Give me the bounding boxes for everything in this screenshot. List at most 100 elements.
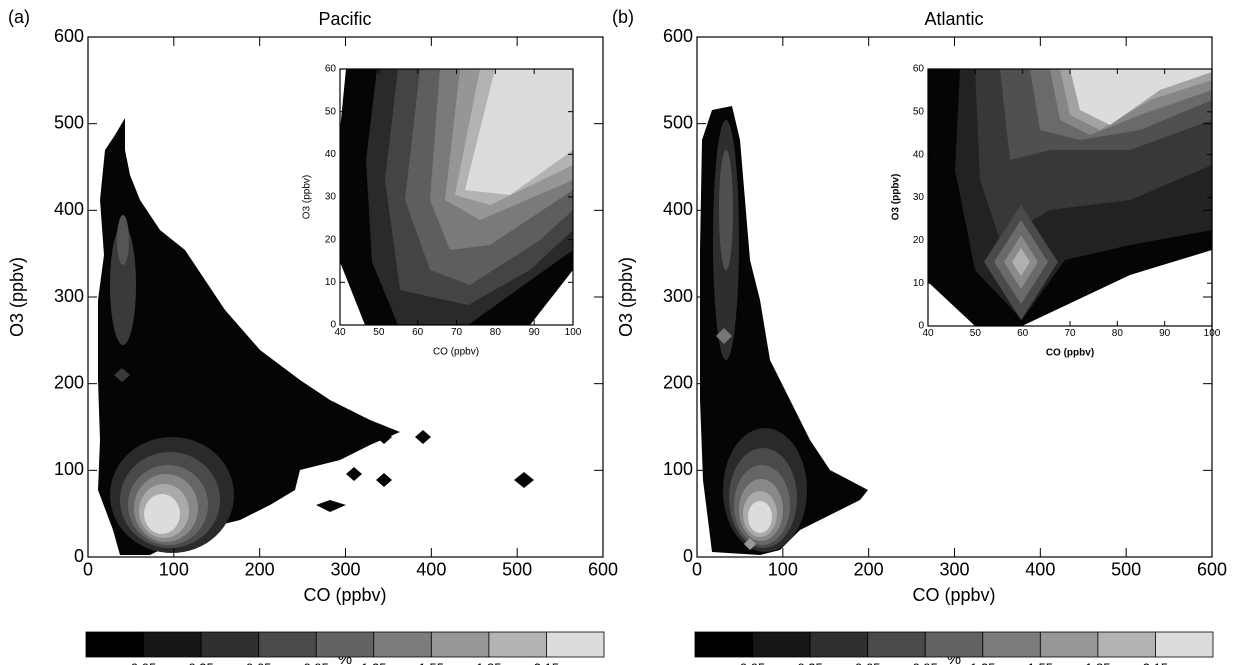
x-tick-label: 100 (565, 327, 582, 338)
x-tick-label: 600 (1197, 559, 1227, 579)
y-tick-label: 50 (325, 106, 337, 117)
y-tick-label: 40 (913, 149, 925, 160)
colorbar-tick-label: 0.65 (855, 660, 880, 665)
x-tick-label: 80 (490, 327, 502, 338)
colorbar-tick-label: 1.25 (361, 660, 386, 665)
y-tick-label: 20 (325, 234, 337, 245)
x-tick-label: 0 (83, 559, 93, 579)
colorbar-tick-label: 0.05 (740, 660, 765, 665)
y-tick-label: 400 (663, 199, 693, 219)
x-tick-label: 300 (330, 559, 360, 579)
x-tick-label: 90 (529, 327, 541, 338)
colorbar-tick-label: 0.65 (246, 660, 271, 665)
panel-label: (a) (8, 7, 30, 27)
colorbar-segment (982, 631, 1041, 658)
x-tick-label: 50 (970, 328, 982, 339)
colorbar-segment (200, 631, 260, 658)
colorbar-segment (85, 631, 144, 658)
x-tick-label: 60 (1017, 328, 1029, 339)
colorbar-tick-label: 2.15 (534, 660, 559, 665)
x-tick-label: 100 (1204, 328, 1221, 339)
y-tick-label: 30 (325, 192, 337, 203)
y-tick-label: 60 (325, 64, 337, 75)
contour-a (98, 118, 534, 555)
contour-b (700, 106, 868, 555)
colorbar-tick-label: 0.35 (188, 660, 213, 665)
colorbar-segment (924, 631, 984, 658)
x-tick-label: 40 (922, 328, 934, 339)
colorbar-segment (867, 631, 926, 658)
x-tick-label: 70 (1064, 328, 1076, 339)
x-tick-label: 80 (1112, 328, 1124, 339)
colorbar-tick-label: 1.85 (1085, 660, 1110, 665)
x-tick-label: 600 (588, 559, 618, 579)
x-tick-label: 0 (692, 559, 702, 579)
chart-title: Atlantic (924, 9, 983, 29)
x-tick-label: 400 (416, 559, 446, 579)
y-tick-label: 200 (54, 372, 84, 392)
y-tick-label: 300 (663, 286, 693, 306)
y-axis-label: O3 (ppbv) (616, 257, 636, 337)
y-tick-label: 40 (325, 149, 337, 160)
y-tick-label: 30 (913, 192, 925, 203)
y-tick-label: 600 (663, 26, 693, 46)
x-tick-label: 400 (1025, 559, 1055, 579)
colorbar-segment (315, 631, 375, 658)
colorbar-tick-label: 0.95 (304, 660, 329, 665)
x-tick-label: 40 (334, 327, 346, 338)
colorbar-segment (1039, 631, 1099, 658)
colorbar-segment (694, 631, 753, 658)
y-tick-label: 100 (54, 459, 84, 479)
colorbar-tick-label: 1.25 (970, 660, 995, 665)
colorbar-tick-label: 1.55 (1028, 660, 1053, 665)
y-axis-label: O3 (ppbv) (7, 257, 27, 337)
colorbar-segment (752, 631, 811, 658)
y-tick-label: 20 (913, 235, 925, 246)
x-tick-label: 200 (854, 559, 884, 579)
x-tick-label: 200 (245, 559, 275, 579)
y-tick-label: 0 (683, 546, 693, 566)
inset-y-label: O3 (ppbv) (891, 174, 902, 221)
y-tick-label: 60 (913, 64, 925, 75)
inset-y-label: O3 (ppbv) (302, 175, 313, 219)
colorbar-tick-label: 0.35 (797, 660, 822, 665)
x-tick-label: 500 (1111, 559, 1141, 579)
y-tick-label: 0 (918, 321, 924, 332)
colorbar-segment (430, 631, 490, 658)
colorbar-segment (1155, 631, 1214, 658)
colorbar-tick-label: 1.85 (476, 660, 501, 665)
y-tick-label: 600 (54, 26, 84, 46)
colorbar-tick-label: 1.55 (419, 660, 444, 665)
y-tick-label: 500 (54, 112, 84, 132)
x-tick-label: 90 (1159, 328, 1171, 339)
colorbar-segment (373, 631, 432, 658)
colorbar-segment (546, 631, 605, 658)
x-tick-label: 500 (502, 559, 532, 579)
x-tick-label: 60 (412, 327, 424, 338)
colorbar-segment (488, 631, 547, 658)
panel-label: (b) (612, 7, 634, 27)
contour-b-inset (928, 69, 1212, 326)
contour-a-inset (340, 69, 573, 325)
colorbar-segment (143, 631, 202, 658)
y-tick-label: 50 (913, 106, 925, 117)
colorbar-segment (258, 631, 317, 658)
y-tick-label: 200 (663, 372, 693, 392)
y-tick-label: 10 (325, 277, 337, 288)
colorbar-tick-label: 0.95 (913, 660, 938, 665)
colorbar-segment (1097, 631, 1156, 658)
y-tick-label: 0 (74, 546, 84, 566)
colorbar-segment (809, 631, 869, 658)
x-axis-label: CO (ppbv) (912, 585, 995, 605)
x-tick-label: 300 (939, 559, 969, 579)
inset-x-label: CO (ppbv) (433, 347, 479, 358)
y-tick-label: 100 (663, 459, 693, 479)
x-tick-label: 50 (373, 327, 385, 338)
x-tick-label: 100 (768, 559, 798, 579)
y-tick-label: 500 (663, 112, 693, 132)
colorbar-tick-label: 2.15 (1143, 660, 1168, 665)
x-axis-label: CO (ppbv) (303, 585, 386, 605)
chart-title: Pacific (318, 9, 371, 29)
y-tick-label: 400 (54, 199, 84, 219)
